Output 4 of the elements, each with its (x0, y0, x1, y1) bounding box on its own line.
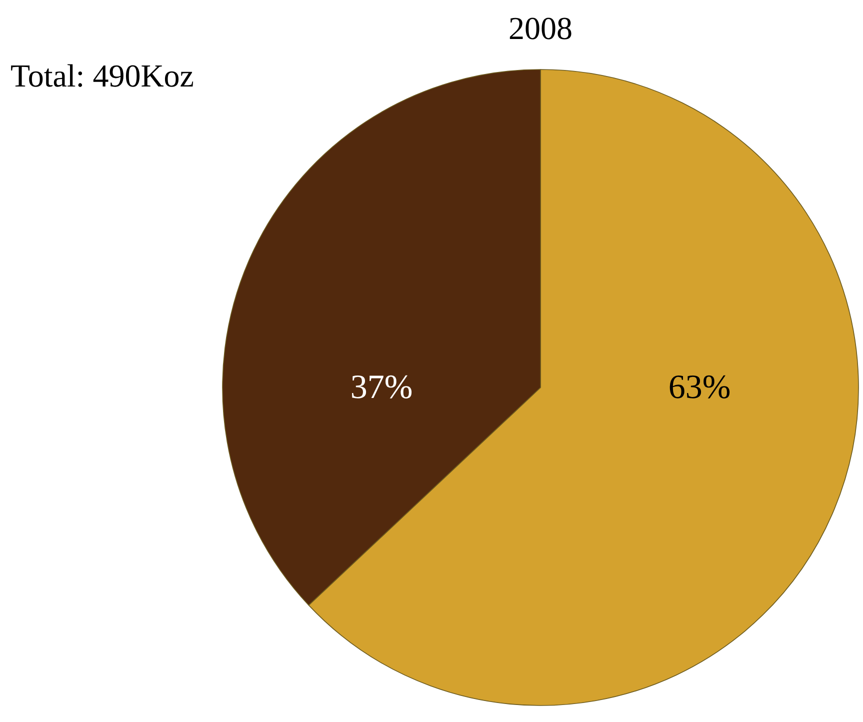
data-label: 63% (668, 369, 731, 406)
text: Total: 490Koz (10, 58, 194, 94)
chart-title: 2008 (508, 10, 572, 46)
data-label: 37% (350, 369, 413, 406)
